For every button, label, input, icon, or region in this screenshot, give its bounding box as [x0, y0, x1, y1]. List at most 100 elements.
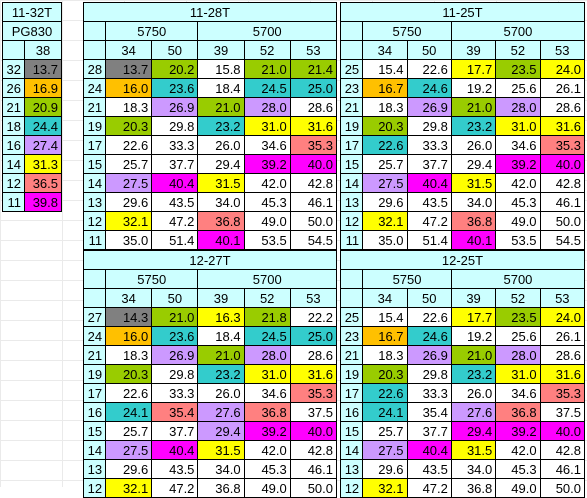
gear-cell[interactable]: 37.7 [406, 421, 452, 441]
gear-cell[interactable]: 26.9 [151, 345, 199, 365]
gear-cell[interactable]: 31.6 [539, 364, 586, 384]
col-header[interactable]: 52 [243, 40, 291, 60]
gear-cell[interactable]: 24.5 [243, 78, 291, 98]
gear-cell[interactable]: 35.3 [539, 383, 586, 403]
corner-cell[interactable] [82, 269, 107, 289]
col-header[interactable]: 53 [539, 288, 586, 308]
gear-cell[interactable]: 32.1 [362, 211, 408, 231]
gear-cell[interactable]: 24.6 [406, 326, 452, 346]
gear-cell[interactable]: 43.5 [151, 459, 199, 479]
gear-cell[interactable]: 36.8 [243, 402, 291, 422]
gear-cell[interactable]: 31.5 [197, 173, 245, 193]
col-header[interactable]: 34 [362, 40, 408, 60]
col-header[interactable]: 50 [151, 288, 199, 308]
gear-cell[interactable]: 24.1 [105, 402, 153, 422]
group-header[interactable]: 5700 [450, 269, 586, 289]
gear-cell[interactable]: 49.0 [495, 211, 541, 231]
gear-cell[interactable]: 34.0 [197, 459, 245, 479]
gear-cell[interactable]: 31.6 [289, 116, 338, 136]
gear-cell[interactable]: 22.6 [362, 383, 408, 403]
cog-label[interactable]: 26 [2, 78, 25, 98]
cog-label[interactable]: 27 [82, 307, 107, 327]
gear-cell[interactable]: 24.6 [406, 78, 452, 98]
col-header[interactable]: 50 [406, 40, 452, 60]
cog-label[interactable]: 14 [82, 440, 107, 460]
gear-cell[interactable]: 35.4 [151, 402, 199, 422]
gear-cell[interactable]: 27.5 [105, 440, 153, 460]
gear-cell[interactable]: 29.8 [151, 364, 199, 384]
gear-cell[interactable]: 25.7 [362, 421, 408, 441]
gear-cell[interactable]: 31.0 [495, 364, 541, 384]
gear-cell[interactable]: 29.6 [362, 192, 408, 212]
gear-cell[interactable]: 26.0 [450, 135, 497, 155]
gear-cell[interactable]: 51.4 [406, 230, 452, 250]
gear-cell[interactable]: 18.3 [105, 97, 153, 117]
cog-label[interactable]: 21 [2, 97, 25, 117]
gear-cell[interactable]: 31.6 [539, 116, 586, 136]
gear-cell[interactable]: 27.6 [197, 402, 245, 422]
gear-cell[interactable]: 25.7 [105, 421, 153, 441]
corner-cell[interactable] [339, 40, 364, 60]
gear-cell[interactable]: 32.1 [105, 478, 153, 498]
corner-cell[interactable] [339, 288, 364, 308]
corner-cell[interactable] [82, 40, 107, 60]
gear-cell[interactable]: 23.5 [495, 59, 541, 79]
gear-cell[interactable]: 42.8 [289, 440, 338, 460]
gear-cell[interactable]: 29.4 [197, 154, 245, 174]
gear-cell[interactable]: 26.0 [197, 135, 245, 155]
gear-cell[interactable]: 26.9 [406, 97, 452, 117]
gear-cell[interactable]: 32.1 [362, 478, 408, 498]
gear-cell[interactable]: 53.5 [243, 230, 291, 250]
gear-cell[interactable]: 43.5 [151, 192, 199, 212]
gear-cell[interactable]: 29.8 [406, 116, 452, 136]
gear-cell[interactable]: 36.5 [23, 173, 63, 193]
gear-cell[interactable]: 25.0 [289, 78, 338, 98]
cog-label[interactable]: 17 [82, 383, 107, 403]
gear-cell[interactable]: 40.0 [289, 154, 338, 174]
gear-cell[interactable]: 28.0 [495, 97, 541, 117]
gear-cell[interactable]: 35.3 [289, 383, 338, 403]
gear-cell[interactable]: 53.5 [495, 230, 541, 250]
gear-cell[interactable]: 37.5 [289, 402, 338, 422]
gear-cell[interactable]: 18.3 [362, 97, 408, 117]
gear-cell[interactable]: 42.0 [243, 440, 291, 460]
gear-cell[interactable]: 31.5 [450, 440, 497, 460]
gear-cell[interactable]: 21.0 [151, 307, 199, 327]
gear-cell[interactable]: 31.5 [197, 440, 245, 460]
table-title[interactable]: 11-25T [340, 2, 585, 22]
gear-cell[interactable]: 22.2 [289, 307, 338, 327]
gear-cell[interactable]: 29.6 [105, 459, 153, 479]
table-title[interactable]: 12-25T [340, 250, 585, 270]
gear-cell[interactable]: 33.3 [406, 135, 452, 155]
gear-cell[interactable]: 16.3 [197, 307, 245, 327]
gear-cell[interactable]: 17.7 [450, 59, 497, 79]
group-header[interactable]: 5700 [197, 269, 337, 289]
gear-cell[interactable]: 43.5 [406, 192, 452, 212]
gear-cell[interactable]: 35.0 [362, 230, 408, 250]
cog-label[interactable]: 15 [82, 421, 107, 441]
gear-cell[interactable]: 31.3 [23, 154, 63, 174]
gear-cell[interactable]: 20.3 [362, 364, 408, 384]
gear-cell[interactable]: 21.8 [243, 307, 291, 327]
col-header[interactable]: 39 [450, 40, 497, 60]
gear-cell[interactable]: 47.2 [151, 478, 199, 498]
group-header[interactable]: 5750 [105, 269, 199, 289]
gear-cell[interactable]: 13.7 [23, 59, 63, 79]
gear-cell[interactable]: 28.6 [539, 97, 586, 117]
gear-cell[interactable]: 42.8 [539, 173, 586, 193]
gear-cell[interactable]: 31.0 [243, 364, 291, 384]
gear-cell[interactable]: 27.5 [362, 173, 408, 193]
cog-label[interactable]: 14 [82, 173, 107, 193]
gear-cell[interactable]: 39.2 [495, 421, 541, 441]
gear-cell[interactable]: 17.7 [450, 307, 497, 327]
cog-label[interactable]: 15 [339, 421, 364, 441]
group-header[interactable]: 5700 [450, 21, 586, 41]
gear-cell[interactable]: 34.0 [450, 459, 497, 479]
gear-cell[interactable]: 22.6 [105, 383, 153, 403]
cog-label[interactable]: 12 [339, 211, 364, 231]
cog-label[interactable]: 13 [339, 192, 364, 212]
cog-label[interactable]: 12 [2, 173, 25, 193]
gear-cell[interactable]: 37.7 [151, 421, 199, 441]
gear-cell[interactable]: 46.1 [539, 192, 586, 212]
gear-cell[interactable]: 28.0 [243, 97, 291, 117]
